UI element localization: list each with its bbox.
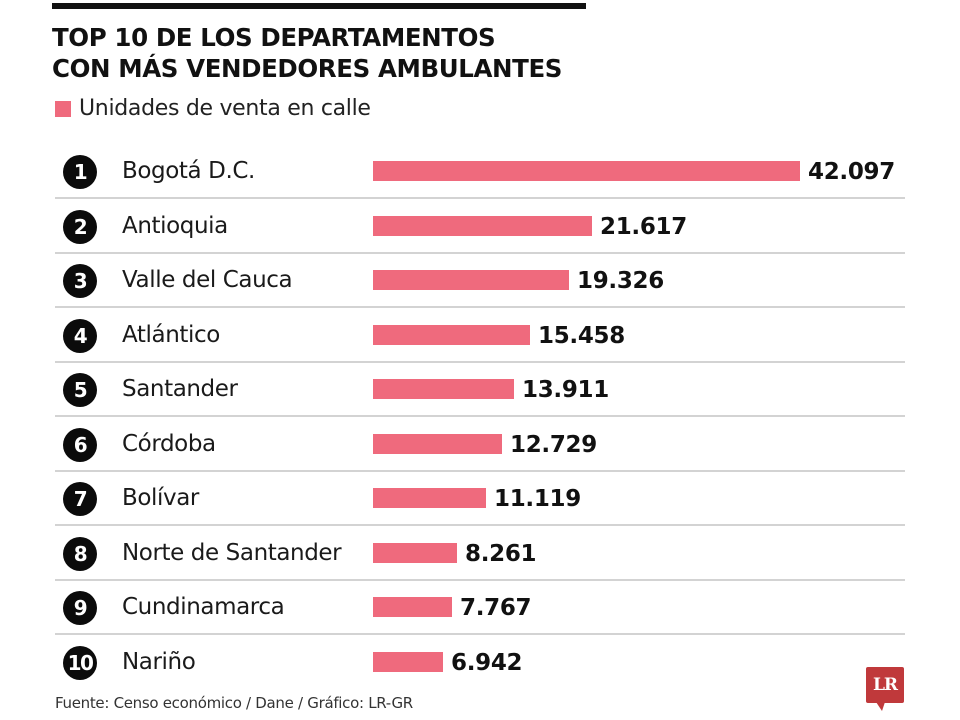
chart-row: 5 Santander 13.911: [55, 363, 905, 417]
rank-badge: 6: [63, 427, 97, 462]
row-separator: [55, 578, 905, 581]
bar: [373, 597, 452, 617]
row-separator: [55, 415, 905, 417]
chart-title-line1: TOP 10 DE LOS DEPARTAMENTOS: [52, 23, 496, 52]
chart-row: 9 Cundinamarca 7.767: [55, 581, 905, 635]
rank-badge: 9: [63, 591, 97, 625]
bar: [373, 433, 502, 454]
value-label: 12.729: [510, 431, 597, 458]
top-rule: [52, 3, 586, 9]
legend-swatch: [55, 100, 71, 117]
chart-title-line2: CON MÁS VENDEDORES AMBULANTES: [52, 54, 563, 83]
legend: Unidades de venta en calle: [55, 96, 371, 121]
lr-logo-icon: LR: [866, 667, 904, 703]
chart-row: 7 Bolívar 11.119: [55, 472, 905, 526]
value-label: 21.617: [600, 213, 687, 240]
bar: [373, 542, 457, 563]
category-label: Antioquia: [122, 212, 228, 239]
source-note: Fuente: Censo económico / Dane / Gráfico…: [55, 694, 413, 712]
value-label: 13.911: [522, 377, 609, 403]
bar: [373, 161, 800, 181]
legend-label: Unidades de venta en calle: [79, 96, 371, 121]
chart-row: 10 Nariño 6.942: [55, 636, 905, 690]
rank-badge: 8: [63, 536, 97, 571]
value-label: 42.097: [808, 159, 895, 185]
category-label: Córdoba: [122, 430, 216, 457]
category-label: Santander: [122, 376, 238, 402]
category-label: Bogotá D.C.: [122, 158, 255, 184]
row-separator: [55, 633, 905, 635]
chart-row: 3 Valle del Cauca 19.326: [55, 254, 905, 308]
row-separator: [55, 524, 905, 526]
value-label: 11.119: [494, 486, 581, 512]
row-separator: [55, 197, 905, 199]
value-label: 8.261: [465, 540, 537, 567]
bar: [373, 270, 569, 290]
row-separator: [55, 469, 905, 472]
rank-badge: 10: [63, 645, 97, 680]
value-label: 6.942: [451, 649, 523, 676]
category-label: Valle del Cauca: [122, 267, 293, 293]
bar: [373, 379, 514, 399]
rank-badge: 5: [63, 373, 97, 407]
category-label: Bolívar: [122, 485, 199, 511]
row-separator: [55, 306, 905, 308]
chart-row: 8 Norte de Santander 8.261: [55, 527, 905, 581]
chart-title: TOP 10 DE LOS DEPARTAMENTOS CON MÁS VEND…: [52, 22, 562, 84]
category-label: Atlántico: [122, 321, 220, 348]
category-label: Norte de Santander: [122, 539, 342, 566]
chart-row: 4 Atlántico 15.458: [55, 309, 905, 363]
rank-badge: 4: [63, 318, 97, 353]
lr-logo-tail-icon: [876, 702, 885, 711]
row-separator: [55, 360, 905, 363]
chart-row: 6 Córdoba 12.729: [55, 418, 905, 472]
value-label: 15.458: [538, 322, 625, 349]
chart-row: 1 Bogotá D.C. 42.097: [55, 145, 905, 199]
category-label: Cundinamarca: [122, 594, 285, 620]
category-label: Nariño: [122, 648, 196, 675]
rank-badge: 2: [63, 209, 97, 244]
chart-row: 2 Antioquia 21.617: [55, 200, 905, 254]
row-separator: [55, 251, 905, 254]
bar: [373, 324, 530, 345]
value-label: 19.326: [577, 268, 664, 294]
value-label: 7.767: [460, 595, 532, 621]
rank-badge: 1: [63, 155, 97, 189]
bar: [373, 651, 443, 672]
rank-badge: 3: [63, 264, 97, 298]
bar: [373, 488, 486, 508]
rank-badge: 7: [63, 482, 97, 516]
bar: [373, 215, 592, 236]
